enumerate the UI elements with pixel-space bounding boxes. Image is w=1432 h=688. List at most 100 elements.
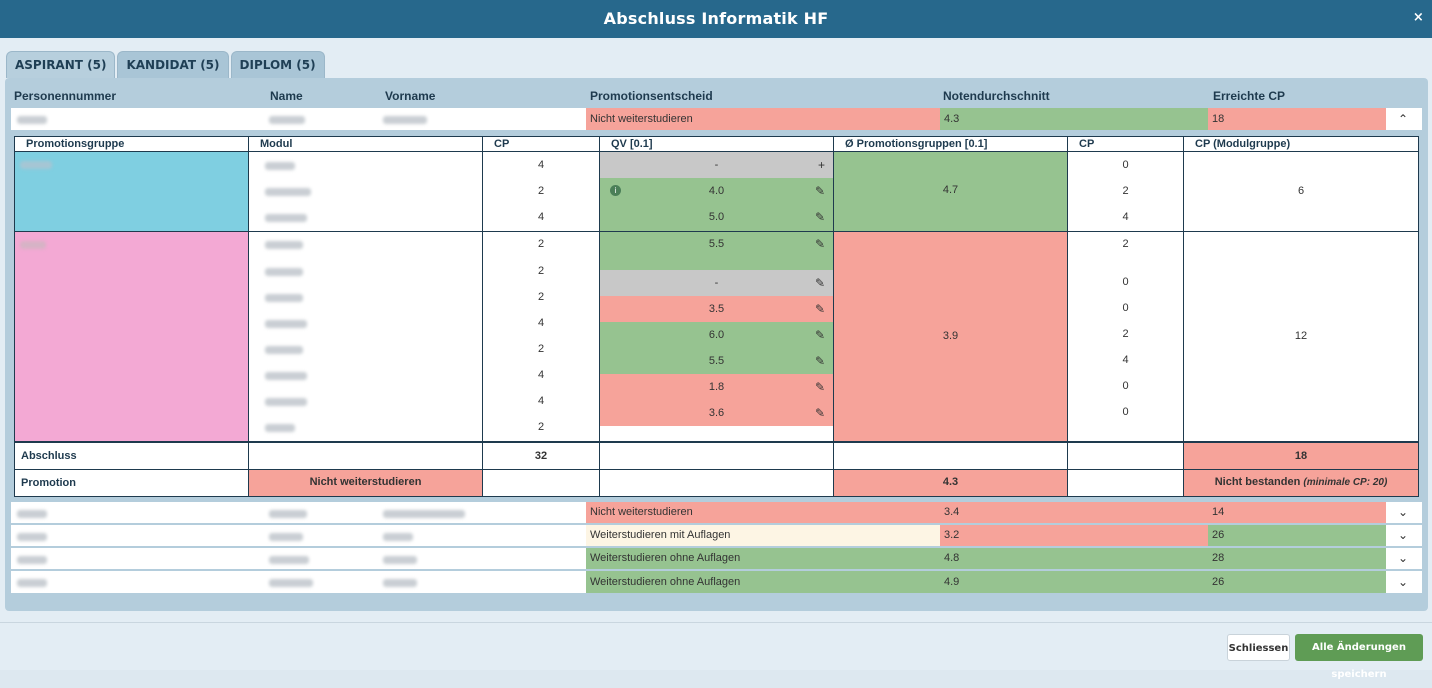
- pencil-icon[interactable]: ✎: [814, 302, 825, 316]
- module-cp: 2: [537, 185, 545, 197]
- redacted-modul: [265, 294, 303, 302]
- pencil-icon[interactable]: ✎: [814, 380, 825, 394]
- qv-value: 4.0: [708, 185, 725, 197]
- qv-cell[interactable]: 5.5 ✎: [600, 232, 833, 270]
- plus-icon[interactable]: +: [817, 158, 825, 172]
- qv-value: 5.5: [708, 355, 725, 367]
- pencil-icon[interactable]: ✎: [814, 237, 825, 251]
- col-header-promotionsentscheid: Promotionsentscheid: [590, 89, 713, 103]
- qv-cell[interactable]: i 4.0 ✎: [600, 178, 833, 204]
- redacted-name: [269, 510, 307, 518]
- student-row[interactable]: Nicht weiterstudieren 3.4 14 ⌄: [11, 502, 1422, 523]
- cp-earned: 0: [1122, 302, 1129, 314]
- cp-modulgruppe-2: 12: [1294, 330, 1308, 342]
- cp-earned: 0: [1122, 159, 1129, 171]
- tab-aspirant[interactable]: ASPIRANT (5): [6, 51, 116, 78]
- redacted-modul: [265, 424, 295, 432]
- redacted-name: [269, 556, 309, 564]
- qv-value: 3.5: [708, 303, 725, 315]
- save-all-button[interactable]: Alle Änderungen speichern: [1295, 634, 1423, 680]
- student-row[interactable]: Nicht weiterstudieren 4.3 18 ⌃: [11, 108, 1422, 130]
- erreichte-cp-cell: 18: [1208, 108, 1386, 130]
- window-title: Abschluss Informatik HF: [603, 9, 829, 28]
- abschluss-cp-total-cell: 18: [1184, 443, 1418, 469]
- redacted-name: [269, 116, 305, 124]
- student-row[interactable]: Weiterstudieren mit Auflagen 3.2 26 ⌄: [11, 525, 1422, 546]
- redacted-vorname: [383, 116, 427, 124]
- avg-group-1-value: 4.7: [942, 184, 959, 196]
- promotion-status-line: Nicht bestanden (minimale CP: 20): [1184, 476, 1418, 488]
- redacted-vorname: [383, 556, 417, 564]
- avg-group-2-cell: 3.9: [834, 232, 1067, 441]
- redacted-modul: [265, 188, 311, 196]
- redacted-modul: [265, 346, 303, 354]
- qv-value: 1.8: [708, 381, 725, 393]
- pencil-icon[interactable]: ✎: [814, 184, 825, 198]
- avg-group-1-cell: 4.7: [834, 152, 1067, 231]
- redacted-modul: [265, 241, 303, 249]
- redacted-personennummer: [17, 579, 47, 587]
- notendurchschnitt-cell: 4.3: [940, 108, 1208, 130]
- chevron-down-icon[interactable]: ⌄: [1397, 551, 1409, 565]
- qv-cell[interactable]: 6.0 ✎: [600, 322, 833, 348]
- abschluss-cp-total: 18: [1294, 450, 1308, 462]
- pencil-icon[interactable]: ✎: [814, 210, 825, 224]
- redacted-modul: [265, 162, 295, 170]
- qv-cell[interactable]: 3.6 ✎: [600, 400, 833, 426]
- module-cp: 2: [537, 291, 545, 303]
- cp-earned: 0: [1122, 406, 1129, 418]
- qv-cell[interactable]: 1.8 ✎: [600, 374, 833, 400]
- tab-kandidat[interactable]: KANDIDAT (5): [117, 51, 229, 78]
- chevron-up-icon[interactable]: ⌃: [1397, 112, 1409, 126]
- redacted-modul: [265, 320, 307, 328]
- cp-earned: 2: [1122, 328, 1129, 340]
- tab-diplom[interactable]: DIPLOM (5): [230, 51, 325, 78]
- redacted-group-name: [20, 241, 46, 249]
- pencil-icon[interactable]: ✎: [814, 276, 825, 290]
- info-icon[interactable]: i: [610, 185, 621, 196]
- cp-earned: 4: [1122, 211, 1129, 223]
- pencil-icon[interactable]: ✎: [814, 406, 825, 420]
- close-button[interactable]: Schliessen: [1227, 634, 1290, 661]
- chevron-down-icon[interactable]: ⌄: [1397, 528, 1409, 542]
- chevron-down-icon[interactable]: ⌄: [1397, 575, 1409, 589]
- module-cp: 4: [537, 369, 545, 381]
- promotion-avg-cell: 4.3: [834, 470, 1067, 496]
- cp-earned: 2: [1122, 185, 1129, 197]
- col-header-personennummer: Personennummer: [14, 89, 117, 103]
- student-row[interactable]: Weiterstudieren ohne Auflagen 4.9 26 ⌄: [11, 571, 1422, 593]
- pencil-icon[interactable]: ✎: [814, 328, 825, 342]
- notendurchschnitt-cell: 4.8: [940, 548, 1208, 569]
- qv-cell[interactable]: 5.0 ✎: [600, 204, 833, 231]
- promotionsentscheid-cell: Weiterstudieren ohne Auflagen: [586, 571, 940, 593]
- window-titlebar: Abschluss Informatik HF ×: [0, 0, 1432, 38]
- redacted-modul: [265, 372, 307, 380]
- detail-header-modul: Modul: [260, 138, 293, 150]
- chevron-down-icon[interactable]: ⌄: [1397, 505, 1409, 519]
- qv-cell[interactable]: - +: [600, 152, 833, 178]
- pencil-icon[interactable]: ✎: [814, 354, 825, 368]
- detail-header-qv: QV [0.1]: [611, 138, 653, 150]
- student-row[interactable]: Weiterstudieren ohne Auflagen 4.8 28 ⌄: [11, 548, 1422, 569]
- redacted-vorname: [383, 533, 413, 541]
- redacted-modul: [265, 214, 307, 222]
- abschluss-label: Abschluss: [21, 450, 77, 462]
- qv-cell[interactable]: 3.5 ✎: [600, 296, 833, 322]
- notendurchschnitt-cell: 3.2: [940, 525, 1208, 546]
- module-cp: 2: [537, 238, 545, 250]
- promotionsentscheid-cell: Weiterstudieren ohne Auflagen: [586, 548, 940, 569]
- col-header-notendurchschnitt: Notendurchschnitt: [943, 89, 1050, 103]
- cp-earned: 4: [1122, 354, 1129, 366]
- detail-header-cp-earned: CP: [1079, 138, 1095, 150]
- close-icon[interactable]: ×: [1412, 10, 1424, 25]
- detail-header-promotionsgruppe: Promotionsgruppe: [26, 138, 125, 150]
- qv-cell[interactable]: - ✎: [600, 270, 833, 296]
- redacted-personennummer: [17, 556, 47, 564]
- detail-header-avg: Ø Promotionsgruppen [0.1]: [845, 138, 988, 150]
- module-cp: 4: [537, 211, 545, 223]
- redacted-group-name: [20, 161, 52, 169]
- qv-cell[interactable]: 5.5 ✎: [600, 348, 833, 374]
- cp-earned: 2: [1122, 238, 1129, 250]
- qv-value: -: [714, 277, 719, 289]
- qv-value: -: [714, 159, 719, 171]
